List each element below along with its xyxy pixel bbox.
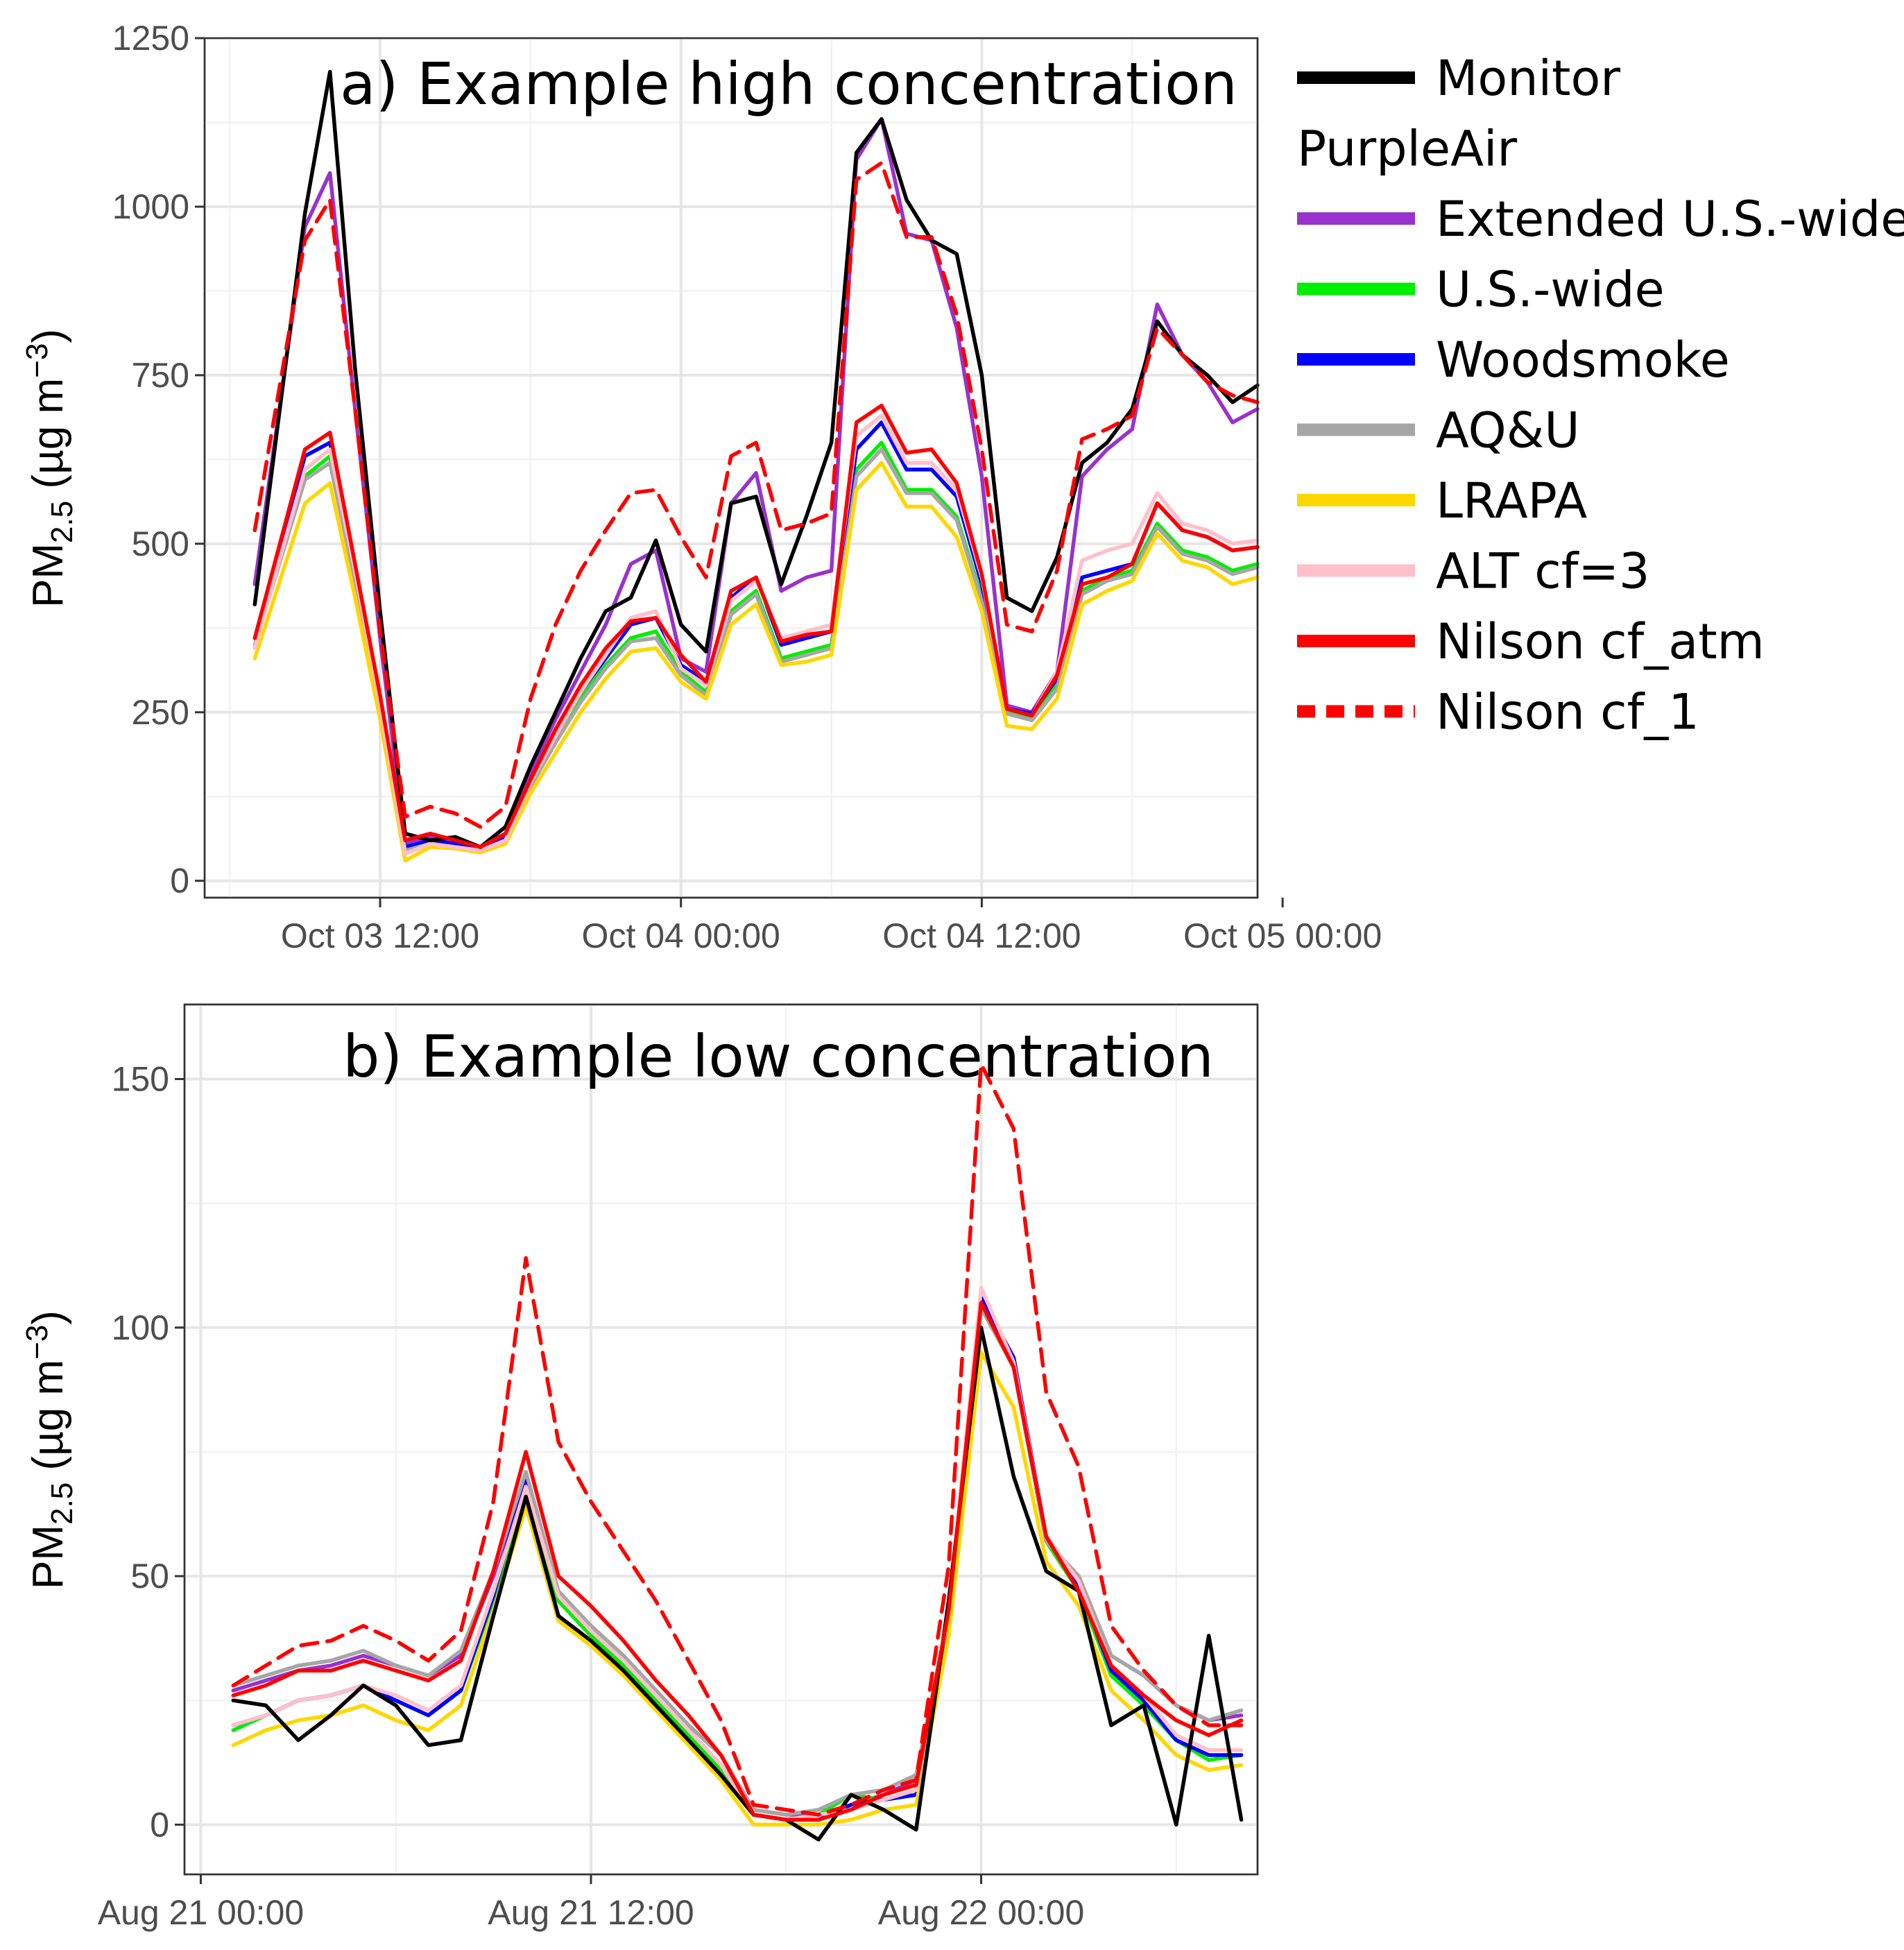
panel-b-low-concentration: 0 50 100 150 Aug 21 00:00 Aug 21 12:00 Aug 22…	[20, 1003, 1259, 1932]
legend-label-extended-u-s-wide: Extended U.S.-wide	[1436, 191, 1904, 248]
panel-a-line-lrapa	[252, 461, 1260, 863]
legend-label-aq-u: AQ&U	[1436, 402, 1580, 459]
panel-b-x-tick-label: Aug 22 00:00	[878, 1893, 1085, 1932]
panel-a-line-nilson-cf-atm	[252, 403, 1260, 849]
panel-a-y-axis-title: PM2.5 (µg m−3)	[20, 329, 79, 608]
panel-b-title: b) Example low concentration	[343, 1023, 1214, 1091]
panel-a-y-tick-label: 500	[132, 524, 189, 563]
panel-b-line-lrapa	[231, 1350, 1244, 1827]
legend-label-nilson-cf-atm: Nilson cf_atm	[1436, 613, 1765, 670]
panel-a-y-tick-label: 0	[170, 862, 189, 900]
panel-a-x-tick-label: Oct 05 00:00	[1183, 916, 1382, 955]
panel-a-x-axis: Oct 03 12:00 Oct 04 00:00 Oct 04 12:00 Oct …	[281, 898, 1382, 955]
panel-b-y-tick-label: 150	[112, 1059, 169, 1098]
panel-a-y-axis: 0 250 500 750 1000 1250	[112, 19, 205, 900]
panel-b-x-tick-label: Aug 21 12:00	[488, 1893, 694, 1932]
panel-a-y-tick-label: 1000	[112, 187, 189, 226]
panel-a-title: a) Example high concentration	[340, 50, 1237, 118]
panel-b-y-axis-title: PM2.5 (µg m−3)	[20, 1310, 79, 1589]
panel-b-x-axis: Aug 21 00:00 Aug 21 12:00 Aug 22 00:00	[98, 1874, 1085, 1932]
legend-label-monitor: Monitor	[1436, 50, 1620, 107]
panel-b-line-nilson-cf-1	[231, 1062, 1244, 1817]
panel-b-y-tick-label: 50	[130, 1557, 169, 1596]
panel-b-line-monitor	[231, 1326, 1244, 1842]
panel-a-border	[203, 37, 1259, 899]
panel-a-y-tick-label: 250	[132, 693, 189, 732]
legend-label-u-s-wide: U.S.-wide	[1436, 262, 1665, 318]
legend-label-lrapa: LRAPA	[1436, 472, 1587, 529]
panel-a-line-nilson-cf-1	[252, 161, 1260, 829]
panel-b-series	[231, 1062, 1244, 1842]
panel-b-y-tick-label: 100	[112, 1308, 169, 1347]
panel-a-y-tick-label: 1250	[112, 19, 189, 58]
panel-b-border	[183, 1003, 1259, 1876]
panel-a-x-tick-label: Oct 04 12:00	[882, 916, 1081, 955]
panel-a-y-tick-label: 750	[132, 356, 189, 395]
panel-a-series	[252, 69, 1260, 863]
legend: Monitor PurpleAir Extended U.S.-wide U.S.-w…	[1297, 50, 1904, 741]
panel-a-high-concentration: 0 250 500 750 1000 1250 Oct 03 12:00 Oct 04 00…	[20, 19, 1382, 955]
legend-header-purpleair: PurpleAir	[1297, 121, 1517, 178]
panel-b-y-axis: 0 50 100 150	[112, 1059, 185, 1844]
panel-b-plot-area	[183, 1003, 1259, 1876]
panel-a-x-tick-label: Oct 03 12:00	[281, 916, 479, 955]
legend-label-woodsmoke: Woodsmoke	[1436, 332, 1730, 388]
legend-label-nilson-cf-1: Nilson cf_1	[1436, 684, 1699, 741]
panel-a-x-tick-label: Oct 04 00:00	[582, 916, 780, 955]
panel-b-line-nilson-cf-atm	[231, 1301, 1244, 1822]
legend-label-alt-cf-3: ALT cf=3	[1436, 543, 1650, 600]
panel-b-line-alt-cf-3	[231, 1285, 1244, 1822]
panel-b-y-tick-label: 0	[150, 1805, 169, 1844]
panel-b-x-tick-label: Aug 21 00:00	[98, 1893, 305, 1932]
